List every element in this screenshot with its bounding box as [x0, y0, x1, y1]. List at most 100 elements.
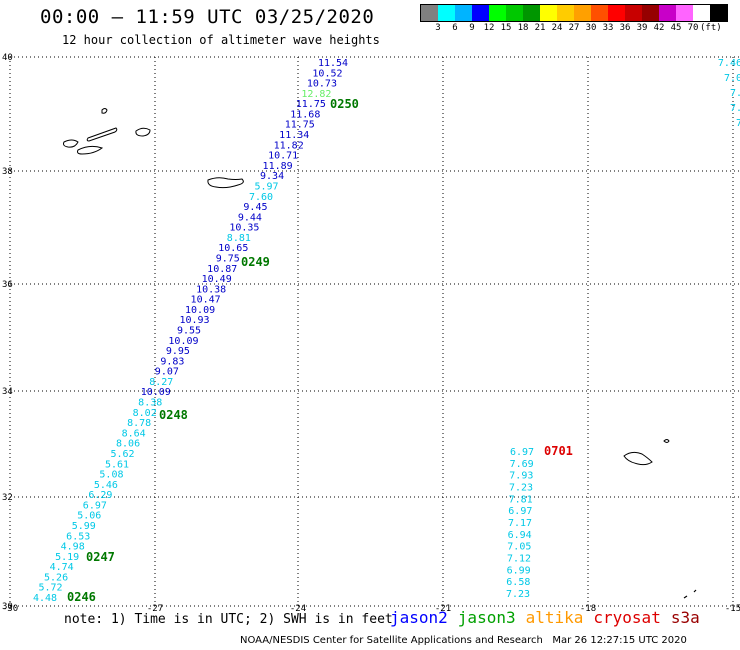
legend-label: 30 [585, 23, 597, 33]
lon-tick-label: -24 [290, 604, 306, 614]
lat-tick-label: 38 [2, 167, 13, 177]
legend-swatch [523, 5, 540, 21]
wave-height-value: 5.46 [94, 480, 118, 491]
wave-height-value: 10.93 [179, 315, 209, 326]
wave-height-value: 9.45 [243, 202, 267, 213]
lon-tick-label: -18 [580, 604, 596, 614]
legend-label: 24 [551, 23, 563, 33]
legend-label: 6 [452, 23, 458, 33]
lon-tick-label: -30 [2, 604, 18, 614]
wave-height-value: 5.97 [254, 181, 278, 192]
legend-swatch [438, 5, 455, 21]
pass-id-label: 0246 [67, 590, 96, 604]
wave-height-value: 10.49 [202, 274, 232, 285]
wave-height-value: 7.60 [249, 192, 273, 203]
legend-swatch [608, 5, 625, 21]
wave-height-value: 11.54 [318, 58, 348, 69]
wave-height-value: 8.06 [116, 439, 140, 450]
wave-height-value: 4.48 [33, 593, 57, 604]
wave-height-value: 5.99 [72, 521, 96, 532]
wave-height-value: 7.23 [509, 483, 533, 494]
wave-height-value: 7 [736, 118, 740, 129]
wave-height-value: 11.34 [279, 130, 309, 141]
wave-height-value: 10.35 [229, 223, 259, 234]
legend-swatch [557, 5, 574, 21]
legend-label: 9 [469, 23, 475, 33]
wave-height-value: 7.05 [507, 542, 531, 553]
wave-height-value: 7.81 [509, 494, 533, 505]
satellite-name-cryosat: cryosat [593, 608, 661, 627]
legend-swatch [642, 5, 659, 21]
legend-label: 3 [435, 23, 441, 33]
page-subtitle: 12 hour collection of altimeter wave hei… [62, 33, 380, 47]
wave-height-value: 7.17 [508, 518, 532, 529]
legend-swatches [420, 4, 728, 22]
coastlines [63, 108, 697, 599]
legend-label: 12 [483, 23, 495, 33]
wave-height-value: 10.09 [168, 336, 198, 347]
color-legend: 3 6 9 12 15 18 21 24 27 30 33 36 39 42 45 70 (ft) [420, 4, 728, 35]
legend-label: 33 [602, 23, 614, 33]
legend-label: 39 [636, 23, 648, 33]
legend-labels: 3 6 9 12 15 18 21 24 27 30 33 36 39 42 45 70 (ft) [420, 23, 728, 35]
legend-swatch [574, 5, 591, 21]
legend-label: 27 [568, 23, 580, 33]
wave-height-value: 5.72 [38, 583, 62, 594]
lat-tick-label: 30 [2, 602, 13, 612]
island-desertas [683, 589, 697, 599]
wave-height-value: 11.75 [285, 120, 315, 131]
wave-height-value: 8.64 [122, 428, 146, 439]
pass-id-label: 0250 [330, 97, 359, 111]
satellite-name-altika: altika [525, 608, 584, 627]
wave-height-value: 8.78 [127, 418, 151, 429]
legend-label: (ft) [700, 23, 722, 33]
wave-height-value: 8.02 [133, 408, 157, 419]
lon-tick-label: -15 [725, 604, 740, 614]
wave-height-value: 9.83 [160, 356, 184, 367]
wave-height-value: 9.07 [155, 367, 179, 378]
legend-swatch [455, 5, 472, 21]
wave-height-value: 9.34 [260, 171, 284, 182]
wave-height-value: 12.82 [301, 89, 331, 100]
lat-tick-label: 36 [2, 280, 13, 290]
island-madeira [623, 451, 653, 466]
wave-height-value: 8.27 [149, 377, 173, 388]
wave-height-value: 10.65 [218, 243, 248, 254]
legend-swatch [489, 5, 506, 21]
wave-height-value: 10.47 [191, 295, 221, 306]
satellite-legend: jason2 jason3 altika cryosat s3a [390, 608, 710, 627]
lat-tick-label: 32 [2, 493, 13, 503]
wave-height-value: 5.06 [77, 511, 101, 522]
wave-height-value: 10.73 [307, 79, 337, 90]
wave-height-value: 6.58 [506, 577, 530, 588]
legend-swatch [540, 5, 557, 21]
wave-height-value: 8.81 [227, 233, 251, 244]
legend-swatch [625, 5, 642, 21]
wave-height-value: 9.55 [177, 326, 201, 337]
island-sao-jorge [86, 127, 118, 142]
satellite-name-s3a: s3a [670, 608, 700, 627]
legend-swatch [693, 5, 710, 21]
satellite-name-jason3: jason3 [457, 608, 516, 627]
wave-height-value: 6.97 [508, 506, 532, 517]
satellite-name-jason2: jason2 [390, 608, 448, 627]
legend-label: 45 [670, 23, 682, 33]
wave-height-value: 7. [730, 103, 740, 114]
wave-height-value: 6.97 [510, 447, 534, 458]
wave-height-value: 11.89 [263, 161, 293, 172]
wave-height-value: 4.98 [61, 542, 85, 553]
wave-height-value: 5.61 [105, 459, 129, 470]
pass-identifiers: 0250 0249 0248 0247 0246 0701 [67, 97, 573, 604]
wave-height-value: 6.53 [66, 531, 90, 542]
wave-height-value: 9.75 [216, 253, 240, 264]
lon-tick-label: -27 [147, 604, 163, 614]
footer-credit: NOAA/NESDIS Center for Satellite Applica… [240, 635, 687, 646]
wave-height-value: 7. [730, 88, 740, 99]
wave-height-value: 4.74 [50, 562, 74, 573]
island-porto-santo [663, 439, 670, 443]
legend-swatch [659, 5, 676, 21]
legend-swatch [472, 5, 489, 21]
island-sao-miguel [207, 177, 244, 189]
